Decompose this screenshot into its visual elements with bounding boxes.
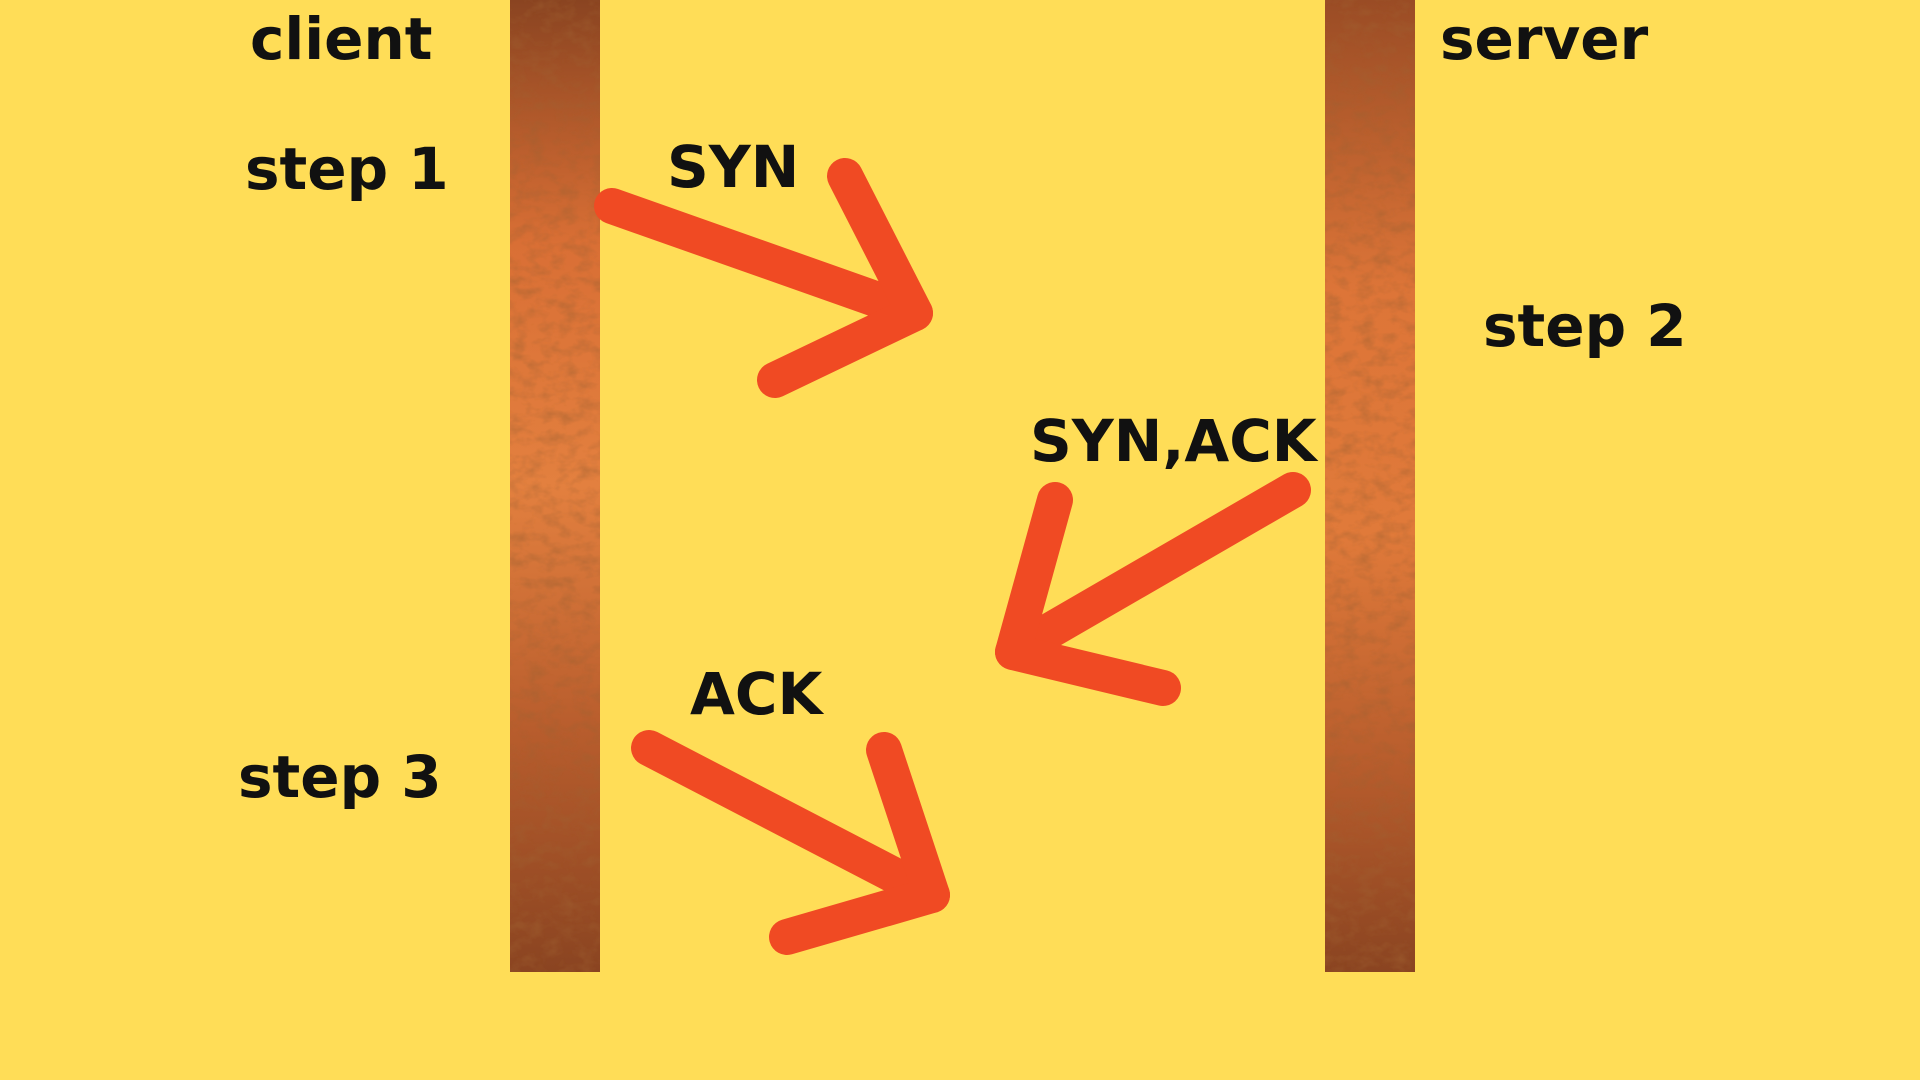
syn-arrow [594, 158, 933, 398]
client-lifeline-texture [510, 0, 600, 972]
syn-ack-label: SYN,ACK [1030, 407, 1317, 475]
server-lifeline-texture [1325, 0, 1415, 972]
step-3-label: step 3 [238, 743, 442, 811]
syn-label: SYN [667, 133, 800, 201]
syn-ack-arrow [995, 472, 1311, 706]
step-2-label: step 2 [1483, 292, 1687, 360]
server-label: server [1440, 5, 1649, 73]
ack-arrow [631, 730, 950, 955]
server-lifeline [1325, 0, 1415, 972]
step-1-label: step 1 [245, 135, 449, 203]
ack-label: ACK [690, 660, 823, 728]
client-lifeline [510, 0, 600, 972]
client-label: client [250, 5, 433, 73]
